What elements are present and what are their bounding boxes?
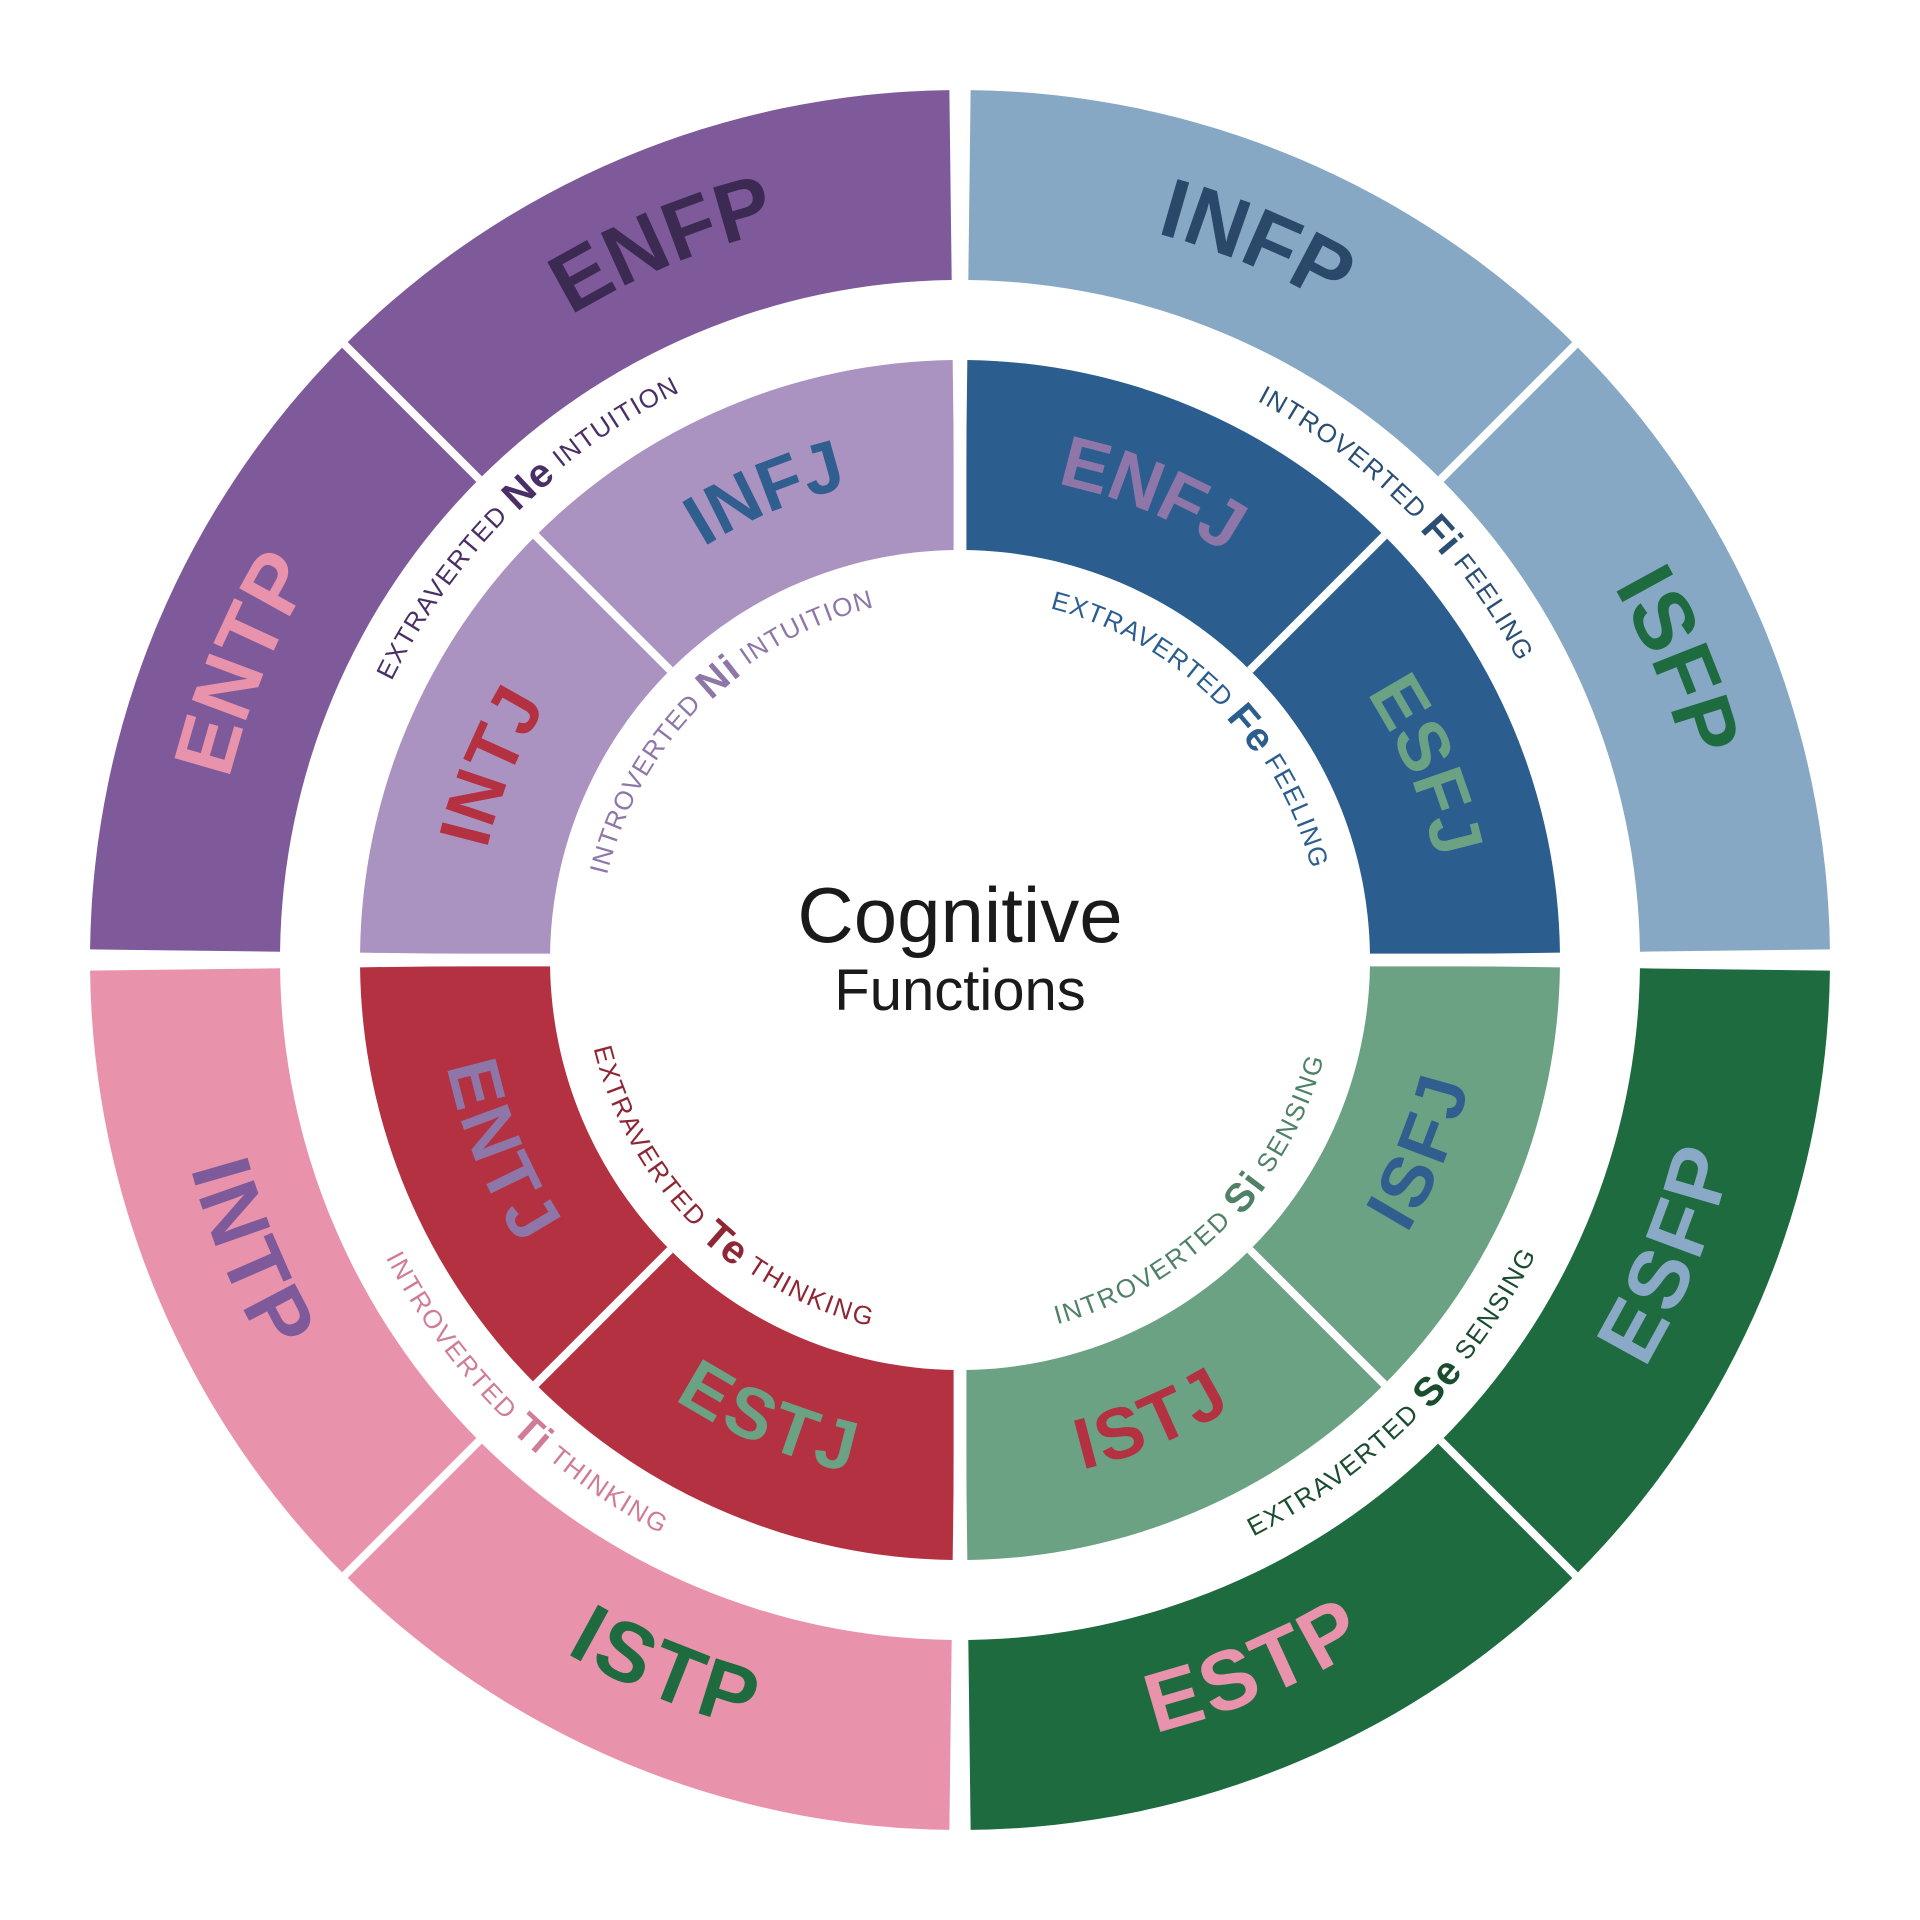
center-title: Cognitive [797, 871, 1122, 959]
center-subtitle: Functions [834, 958, 1085, 1023]
cognitive-functions-wheel: ENTPENFPINTJINFJEXTRAVERTED Ne INTUITION… [0, 0, 1920, 1920]
